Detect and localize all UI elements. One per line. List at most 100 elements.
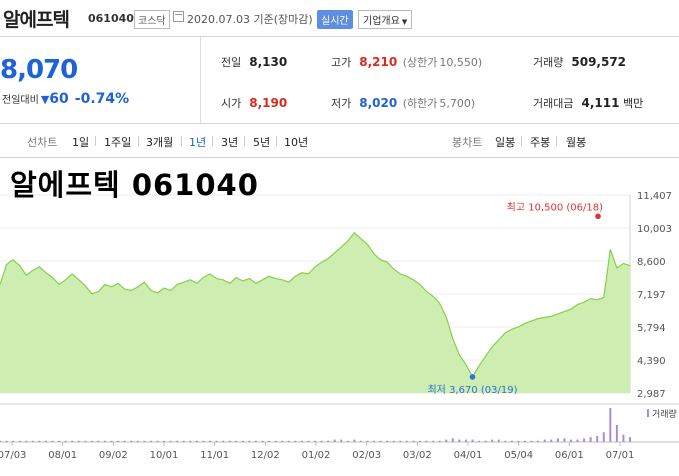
volume-bar bbox=[576, 439, 579, 442]
volume-bar bbox=[419, 440, 421, 442]
divider bbox=[200, 37, 201, 123]
low-value: 8,020 bbox=[359, 96, 398, 110]
tab-1y[interactable]: 1년 bbox=[189, 136, 207, 149]
volume-bar bbox=[602, 432, 605, 442]
volume-bar bbox=[451, 438, 454, 442]
volume-bar bbox=[58, 440, 61, 442]
x-tick-label: 02/03 bbox=[352, 450, 381, 461]
volume-bar bbox=[5, 440, 8, 442]
volume-bar bbox=[248, 440, 251, 442]
realtime-button[interactable]: 실시간 bbox=[317, 10, 353, 29]
volume-legend-swatch bbox=[647, 409, 649, 417]
y-tick-label: 10,003 bbox=[637, 224, 672, 235]
tab-1d[interactable]: 1일 bbox=[72, 136, 90, 149]
volume-bar bbox=[478, 440, 481, 442]
volume-bar bbox=[182, 440, 185, 442]
x-tick-label: 07/03 bbox=[0, 450, 26, 461]
volume-bar bbox=[412, 440, 415, 442]
stock-header: 알에프텍 061040 코스닥 2020.07.03 기준(장마감) 실시간 기… bbox=[0, 0, 679, 37]
open-value: 8,190 bbox=[249, 96, 288, 110]
volume-bar bbox=[530, 440, 533, 442]
volume-bar bbox=[609, 408, 612, 442]
x-tick-label: 08/01 bbox=[48, 450, 77, 461]
quote-panel: 8,070 전일대비 ▼60 -0.74% 전일 8,130 고가 8,210 (상한가… bbox=[0, 37, 679, 124]
low-marker bbox=[469, 374, 476, 380]
line-chart-label: 선차트 bbox=[27, 136, 58, 149]
divider bbox=[521, 136, 522, 146]
volume-bar bbox=[543, 439, 546, 442]
volume-bar bbox=[386, 440, 389, 442]
amount-label: 거래대금 bbox=[533, 97, 574, 110]
change-label: 전일대비 bbox=[2, 95, 39, 106]
volume-bar bbox=[117, 440, 120, 442]
y-tick-label: 5,794 bbox=[637, 323, 666, 334]
volume-bar bbox=[209, 440, 211, 442]
volume-bar bbox=[281, 440, 284, 442]
volume-bar bbox=[589, 437, 592, 442]
tab-monthly[interactable]: 월봉 bbox=[566, 136, 587, 149]
volume-bar bbox=[622, 434, 625, 442]
prev-close-value: 8,130 bbox=[249, 55, 288, 69]
volume-bar bbox=[556, 438, 559, 442]
tab-3y[interactable]: 3년 bbox=[221, 136, 239, 149]
price-area bbox=[0, 232, 630, 393]
volume-bar bbox=[97, 440, 100, 442]
upper-limit-label: (상한가 bbox=[402, 56, 438, 69]
volume-bar bbox=[484, 440, 487, 442]
tab-3m[interactable]: 3개월 bbox=[146, 136, 174, 149]
tab-10y[interactable]: 10년 bbox=[284, 136, 309, 149]
x-tick-label: 07/01 bbox=[606, 450, 635, 461]
volume-bar bbox=[31, 440, 34, 442]
volume-bar bbox=[425, 440, 428, 442]
chart-title: 알에프텍 061040 bbox=[10, 168, 259, 202]
high-label: 고가 bbox=[331, 56, 352, 69]
tab-daily[interactable]: 일봉 bbox=[495, 136, 516, 149]
amount-unit: 백만 bbox=[622, 97, 644, 110]
tab-5y[interactable]: 5년 bbox=[253, 136, 271, 149]
volume-bar bbox=[392, 440, 395, 442]
volume-bar bbox=[176, 440, 179, 442]
lower-limit-value: 5,700) bbox=[439, 97, 476, 110]
volume-bar bbox=[228, 440, 231, 442]
chart-tabs: 선차트 1일 1주일 3개월 1년 3년 5년 10년 봉차트 일봉 주봉 월봉 bbox=[0, 124, 679, 158]
volume-bar bbox=[353, 439, 356, 442]
high-marker bbox=[595, 213, 601, 220]
volume-bar bbox=[537, 440, 540, 442]
divider bbox=[244, 136, 245, 146]
high-price: 고가 8,210 (상한가 10,550) bbox=[331, 54, 482, 70]
volume-bar bbox=[130, 440, 133, 442]
divider bbox=[181, 136, 182, 146]
volume-bar bbox=[629, 437, 631, 442]
down-arrow-icon: ▼ bbox=[40, 93, 50, 106]
current-price: 8,070 bbox=[0, 55, 78, 85]
divider bbox=[556, 136, 557, 146]
stock-code: 061040 bbox=[88, 12, 134, 25]
volume-bar bbox=[471, 439, 474, 442]
x-tick-label: 11/01 bbox=[200, 450, 229, 461]
volume-bar bbox=[169, 440, 172, 442]
volume-bar bbox=[359, 440, 362, 442]
volume-bar bbox=[583, 438, 586, 442]
volume-bar bbox=[379, 440, 382, 442]
volume-bar bbox=[254, 440, 257, 442]
tab-1w[interactable]: 1주일 bbox=[104, 136, 132, 149]
tab-weekly[interactable]: 주봉 bbox=[530, 136, 551, 149]
volume-bar bbox=[373, 440, 376, 442]
lower-limit-label: (하한가 bbox=[402, 97, 438, 110]
low-price: 저가 8,020 (하한가 5,700) bbox=[331, 95, 475, 111]
low-label: 최저 3,670 (03/19) bbox=[427, 384, 517, 396]
high-label: 최고 10,500 (06/18) bbox=[507, 201, 603, 213]
company-info-dropdown[interactable]: 기업개요 ▼ bbox=[358, 10, 413, 29]
y-tick-label: 4,390 bbox=[637, 356, 666, 367]
divider bbox=[276, 136, 277, 146]
market-badge: 코스닥 bbox=[134, 10, 170, 29]
amount-value: 4,111 bbox=[581, 96, 620, 110]
volume-bar bbox=[504, 440, 507, 442]
x-tick-label: 04/01 bbox=[454, 450, 483, 461]
volume-bar bbox=[300, 440, 303, 442]
volume-bar bbox=[38, 440, 41, 442]
y-tick-label: 7,197 bbox=[637, 290, 666, 301]
volume-bar bbox=[274, 440, 277, 442]
volume-bar bbox=[510, 440, 513, 442]
volume-legend: 거래량 bbox=[652, 408, 677, 420]
